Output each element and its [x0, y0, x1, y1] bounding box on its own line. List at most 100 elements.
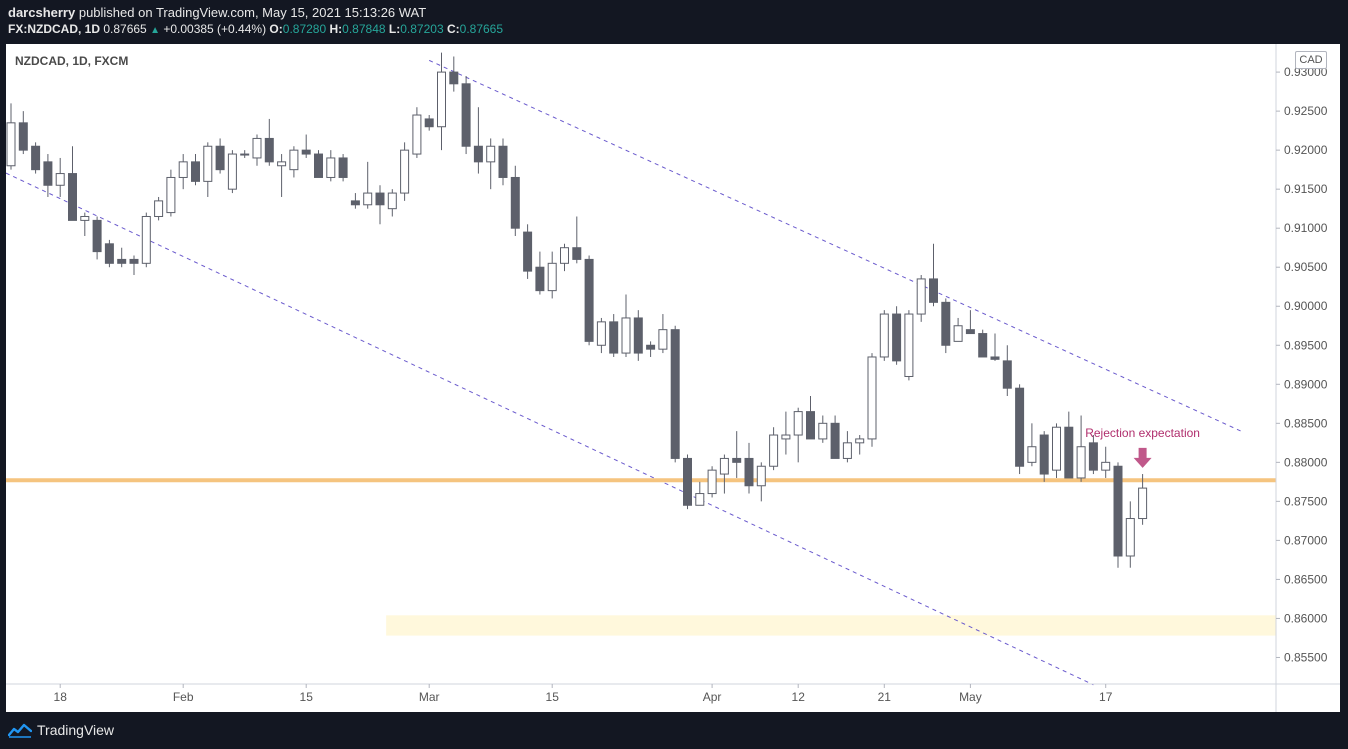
chart-pane[interactable]: Rejection expectation 0.93000 0.92500 0.920…: [6, 44, 1340, 712]
candle-body: [129, 258, 139, 264]
candle-body: [769, 434, 779, 467]
down-arrow-icon: [1133, 447, 1152, 468]
published-text: published on TradingView.com, May 15, 20…: [78, 5, 427, 20]
candle-body: [449, 71, 459, 85]
candle-body: [978, 333, 988, 358]
candle-body: [818, 422, 828, 440]
candle-body: [670, 329, 680, 459]
open-value: 0.87280: [282, 22, 327, 36]
candle-body: [1039, 434, 1049, 475]
candle-body: [707, 469, 717, 495]
candle-body: [338, 157, 348, 178]
candle-body: [314, 153, 323, 178]
candle-body: [646, 344, 656, 350]
time-tick-label: 12: [792, 690, 806, 704]
price-tick-label: 0.85500: [1284, 650, 1328, 664]
candle-body: [18, 122, 28, 151]
candle-body: [990, 356, 1000, 360]
candle-body: [178, 161, 188, 178]
candle-body: [289, 149, 299, 171]
candle-body: [609, 321, 619, 354]
symbol-interval: FX:NZDCAD, 1D: [8, 22, 100, 36]
currency-badge[interactable]: CAD: [1295, 51, 1327, 69]
candle-body: [1076, 446, 1086, 479]
candle-body: [375, 192, 385, 206]
channel-lower-line: [6, 172, 1094, 686]
candle-body: [941, 301, 951, 346]
candle-body: [695, 493, 705, 506]
candle-body: [227, 153, 237, 190]
price-tick-label: 0.90000: [1284, 299, 1328, 313]
candle-body: [842, 442, 852, 459]
candle-body: [141, 215, 151, 264]
candle-body: [326, 157, 336, 178]
candle-body: [633, 317, 643, 354]
price-tick-label: 0.86500: [1284, 572, 1328, 586]
candle-body: [1138, 487, 1148, 520]
high-value: 0.87848: [342, 22, 386, 36]
candle-body: [166, 176, 176, 214]
publish-info: darcsherry published on TradingView.com,…: [8, 5, 426, 20]
candle-body: [31, 145, 41, 171]
price-tick-label: 0.91000: [1284, 221, 1328, 235]
candle-body: [350, 200, 360, 206]
candle-body: [855, 438, 865, 444]
candle-body: [892, 313, 902, 362]
time-tick-label: 15: [546, 690, 560, 704]
price-tick-label: 0.91500: [1284, 182, 1328, 196]
price-tick-label: 0.88500: [1284, 416, 1328, 430]
target-zone: [386, 615, 1276, 636]
candle-body: [412, 114, 422, 155]
candle-body: [953, 325, 963, 342]
open-label: O:: [269, 22, 283, 36]
time-tick-label: 17: [1099, 690, 1113, 704]
candle-body: [1002, 360, 1012, 389]
candle-body: [683, 457, 692, 506]
price-tick-label: 0.90500: [1284, 260, 1328, 274]
candle-body: [1125, 518, 1135, 557]
candle-body: [387, 192, 397, 210]
publisher-name: darcsherry: [8, 5, 76, 20]
time-tick-label: Mar: [419, 690, 440, 704]
candle-body: [1113, 465, 1123, 557]
candle-body: [473, 145, 483, 163]
chart-symbol-label: NZDCAD, 1D, FXCM: [15, 54, 129, 68]
candle-body: [1052, 426, 1061, 471]
candle-body: [400, 149, 410, 194]
time-tick-label: May: [959, 690, 982, 704]
candle-body: [732, 457, 742, 463]
candle-body: [867, 356, 877, 440]
candle-body: [363, 192, 373, 206]
price-tick-label: 0.87000: [1284, 533, 1328, 547]
candle-body: [916, 278, 926, 315]
candle-body: [572, 247, 582, 260]
candle-body: [277, 161, 287, 167]
candlestick-chart[interactable]: Rejection expectation0.930000.925000.920…: [6, 44, 1340, 712]
candle-body: [264, 137, 274, 163]
price-tick-label: 0.89500: [1284, 338, 1328, 352]
footer: TradingView: [8, 721, 114, 739]
candle-body: [830, 422, 840, 459]
candle-body: [6, 122, 16, 167]
price-tick-label: 0.92000: [1284, 143, 1328, 157]
candle-body: [793, 411, 803, 436]
candle-body: [929, 278, 938, 303]
candle-body: [1027, 446, 1037, 463]
candle-body: [486, 145, 496, 163]
candle-body: [744, 457, 754, 487]
time-tick-label: Feb: [173, 690, 194, 704]
price-tick-label: 0.86000: [1284, 611, 1328, 625]
candle-body: [756, 465, 766, 487]
price-tick-label: 0.87500: [1284, 494, 1328, 508]
channel-upper-line: [428, 59, 1242, 432]
candle-body: [596, 321, 606, 346]
candle-body: [560, 247, 569, 264]
candle-body: [424, 118, 434, 128]
annotation-label: Rejection expectation: [1085, 426, 1200, 440]
candle-body: [781, 434, 791, 440]
tradingview-logo-icon: [8, 723, 32, 738]
candle-body: [1064, 426, 1074, 479]
candle-body: [965, 329, 975, 335]
candle-body: [904, 313, 914, 377]
candle-body: [92, 219, 102, 253]
